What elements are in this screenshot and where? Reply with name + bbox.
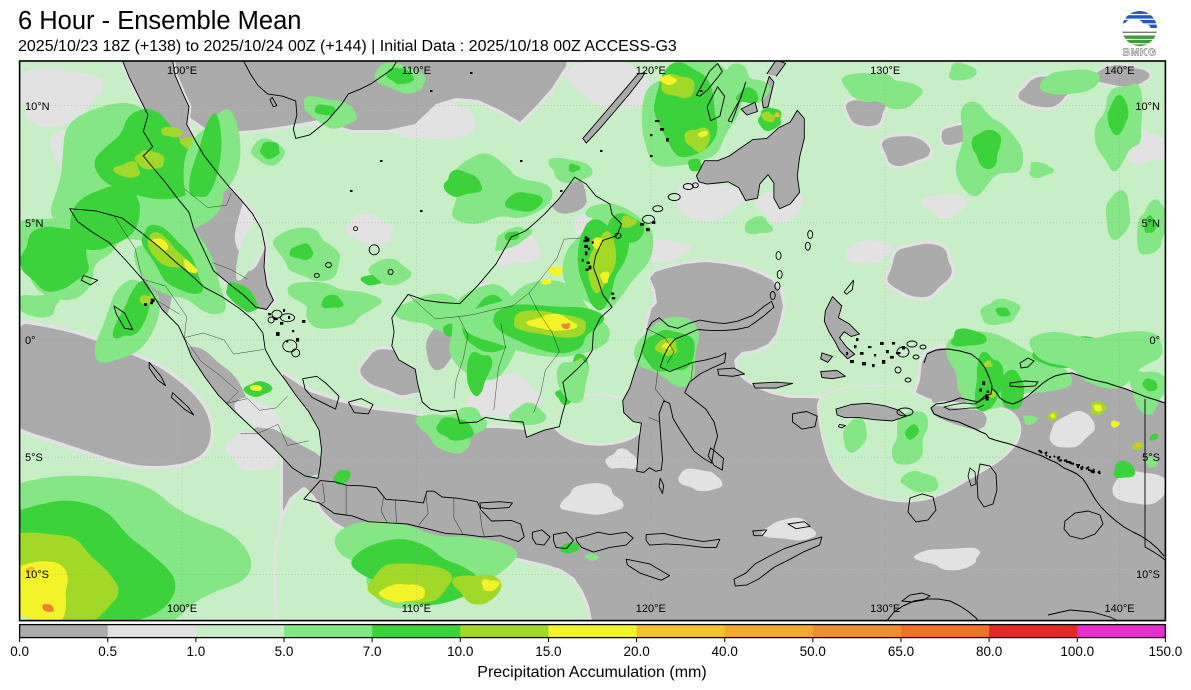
svg-text:10.0: 10.0 [447, 644, 473, 659]
svg-text:10°N: 10°N [1135, 101, 1160, 113]
svg-text:80.0: 80.0 [976, 644, 1002, 659]
svg-text:130°E: 130°E [870, 603, 900, 615]
svg-text:120°E: 120°E [636, 65, 666, 77]
svg-text:10°S: 10°S [25, 569, 49, 581]
svg-text:10°S: 10°S [1136, 569, 1160, 581]
svg-text:Precipitation Accumulation (mm: Precipitation Accumulation (mm) [477, 664, 706, 681]
svg-text:140°E: 140°E [1105, 65, 1135, 77]
svg-text:110°E: 110°E [402, 603, 431, 615]
svg-text:65.0: 65.0 [888, 644, 914, 659]
svg-text:0.0: 0.0 [10, 644, 29, 659]
svg-text:15.0: 15.0 [535, 644, 561, 659]
svg-text:1.0: 1.0 [187, 644, 206, 659]
svg-text:7.0: 7.0 [363, 644, 382, 659]
svg-text:5°N: 5°N [25, 218, 44, 230]
svg-text:140°E: 140°E [1105, 603, 1135, 615]
svg-text:5°S: 5°S [1142, 452, 1160, 464]
svg-text:0.5: 0.5 [98, 644, 117, 659]
svg-text:20.0: 20.0 [623, 644, 649, 659]
svg-text:0°: 0° [25, 335, 36, 347]
svg-text:5°N: 5°N [1142, 218, 1161, 230]
svg-text:2025/10/23 18Z (+138) to 2025/: 2025/10/23 18Z (+138) to 2025/10/24 00Z … [18, 38, 677, 55]
svg-text:110°E: 110°E [402, 65, 431, 77]
svg-text:5°S: 5°S [25, 452, 43, 464]
svg-text:100.0: 100.0 [1060, 644, 1094, 659]
svg-text:BMKG: BMKG [1122, 47, 1156, 59]
svg-text:100°E: 100°E [167, 65, 197, 77]
svg-text:120°E: 120°E [636, 603, 666, 615]
svg-text:10°N: 10°N [25, 101, 50, 113]
svg-text:40.0: 40.0 [712, 644, 738, 659]
svg-text:50.0: 50.0 [800, 644, 826, 659]
svg-text:130°E: 130°E [870, 65, 900, 77]
svg-text:150.0: 150.0 [1149, 644, 1183, 659]
svg-text:0°: 0° [1149, 335, 1160, 347]
svg-text:5.0: 5.0 [275, 644, 294, 659]
svg-text:6 Hour - Ensemble Mean: 6 Hour - Ensemble Mean [18, 7, 301, 35]
svg-text:100°E: 100°E [167, 603, 197, 615]
